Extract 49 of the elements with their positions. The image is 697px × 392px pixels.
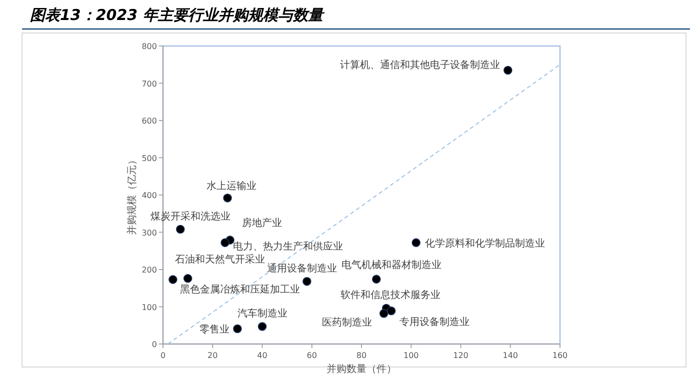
annotation: 汽车制造业 xyxy=(237,307,288,320)
y-tick-label: 300 xyxy=(142,228,157,238)
x-tick-label: 40 xyxy=(257,351,268,360)
point xyxy=(379,309,388,318)
annotation: 通用设备制造业 xyxy=(266,262,337,274)
point xyxy=(302,277,312,286)
annotation: 石油和天然气开采业 xyxy=(174,254,265,266)
point xyxy=(503,66,512,75)
annotation: 专用设备制造业 xyxy=(399,316,470,328)
x-tick-label: 80 xyxy=(356,351,367,360)
y-tick-label: 800 xyxy=(142,42,157,51)
point xyxy=(233,324,242,334)
point xyxy=(412,238,420,248)
annotation: 电气机械和器材制造业 xyxy=(341,259,442,272)
annotation: 煤炭开采和洗选业 xyxy=(150,210,230,222)
y-tick-label: 100 xyxy=(142,302,157,312)
y-tick-label: 400 xyxy=(142,191,157,200)
x-tick-label: 160 xyxy=(552,351,568,360)
annotation: 软件和信息技术服务业 xyxy=(340,289,440,302)
point xyxy=(168,275,178,284)
chart-title: 图表13：2023 年主要行业并购规模与数量 xyxy=(30,6,325,24)
annotation: 计算机、通信和其他电子设备制造业 xyxy=(340,59,500,72)
annotation: 医药制造业 xyxy=(322,316,372,328)
x-tick-label: 60 xyxy=(306,351,317,360)
y-axis-title: 并购规模（亿元） xyxy=(126,155,138,235)
y-tick-label: 200 xyxy=(142,266,157,274)
point xyxy=(220,238,230,248)
point xyxy=(372,274,381,284)
point xyxy=(183,274,192,283)
point xyxy=(176,224,185,234)
x-axis-title: 并购数量（件） xyxy=(326,363,396,375)
x-tick-label: 120 xyxy=(453,351,468,360)
annotation: 房地产业 xyxy=(242,217,282,230)
annotation: 电力、热力生产和供应业 xyxy=(233,240,344,253)
annotation: 化学原料和化学制品制造业 xyxy=(425,238,546,250)
point xyxy=(386,306,396,316)
point xyxy=(223,194,232,202)
annotation: 黑色金属冶炼和压延加工业 xyxy=(180,283,300,296)
y-tick-label: 0 xyxy=(152,340,157,349)
point xyxy=(258,322,267,331)
y-tick-label: 600 xyxy=(142,116,157,126)
y-tick-label: 500 xyxy=(142,154,157,163)
x-tick-label: 140 xyxy=(502,351,518,360)
x-tick-label: 0 xyxy=(160,351,166,360)
x-tick-label: 20 xyxy=(208,351,218,360)
y-tick-label: 700 xyxy=(142,79,157,88)
annotation: 水上运输业 xyxy=(206,180,257,192)
annotation: 零售业 xyxy=(199,324,230,336)
x-tick-label: 100 xyxy=(403,351,419,360)
